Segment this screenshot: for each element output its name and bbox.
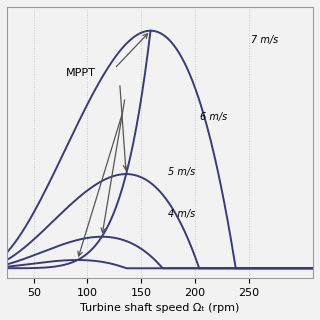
Text: 6 m/s: 6 m/s xyxy=(200,112,228,123)
Text: 7 m/s: 7 m/s xyxy=(251,35,278,45)
Text: MPPT: MPPT xyxy=(66,68,96,78)
Text: 4 m/s: 4 m/s xyxy=(168,209,195,219)
X-axis label: Turbine shaft speed Ωₜ (rpm): Turbine shaft speed Ωₜ (rpm) xyxy=(80,303,240,313)
Text: 5 m/s: 5 m/s xyxy=(168,167,195,177)
